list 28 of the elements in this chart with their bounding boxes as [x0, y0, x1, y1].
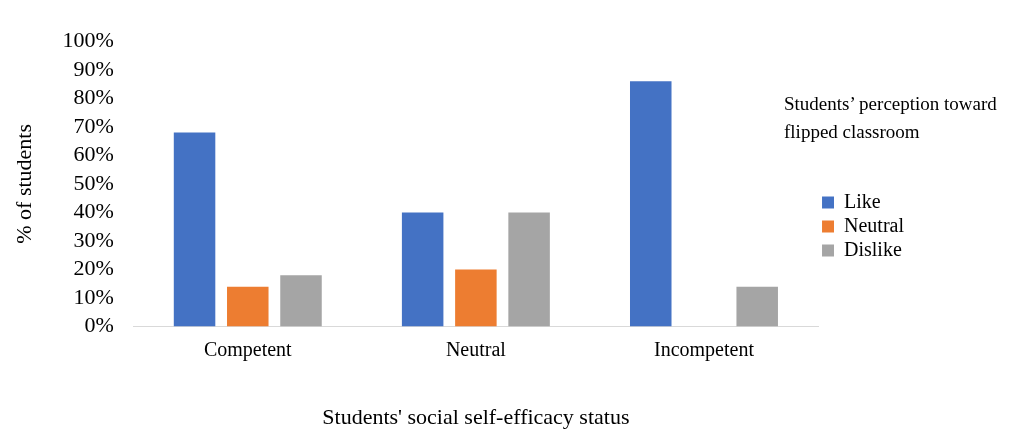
bar [630, 81, 672, 327]
bar [401, 212, 444, 327]
bar [736, 286, 778, 327]
legend-label: Dislike [844, 237, 902, 260]
y-tick-label: 10% [73, 283, 114, 309]
y-tick-label: 60% [73, 141, 114, 167]
bar [508, 212, 550, 327]
x-tick-label: Neutral [445, 337, 507, 360]
x-tick-label: Incompetent [653, 337, 755, 361]
bar [227, 286, 269, 327]
y-tick-label: 30% [73, 226, 114, 252]
y-tick-label: 40% [73, 198, 114, 224]
bar [455, 269, 497, 327]
y-tick-label: 20% [73, 255, 114, 281]
y-tick-label: 90% [73, 55, 114, 81]
legend-title: Students’ perception toward flipped classroom [784, 92, 998, 144]
y-axis-title: % of students [10, 124, 36, 244]
legend-label: Like [844, 189, 881, 212]
x-tick-label: Competent [203, 337, 293, 361]
y-tick-label: 50% [73, 169, 114, 195]
bar [173, 132, 216, 327]
bar [280, 275, 322, 327]
y-tick-label: 70% [73, 112, 114, 138]
legend-label: Neutral [844, 213, 905, 236]
x-axis-title: Students' social self-efficacy status [322, 403, 630, 429]
y-tick-label: 0% [84, 312, 114, 338]
y-tick-label: 100% [62, 26, 114, 52]
y-tick-label: 80% [73, 84, 114, 110]
